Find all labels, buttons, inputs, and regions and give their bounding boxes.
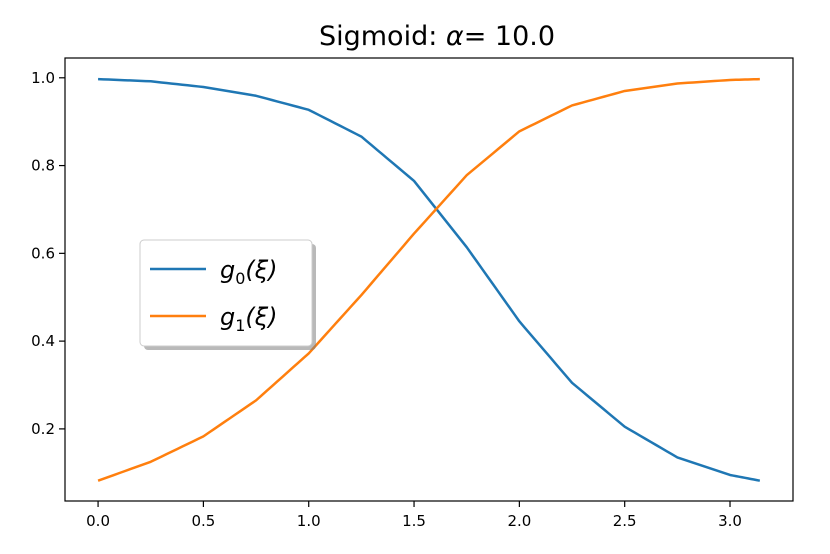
x-tick-label: 2.5 (613, 512, 637, 530)
x-tick-label: 2.0 (507, 512, 531, 530)
legend-label-main: g (220, 256, 235, 284)
legend-label-argument: (ξ) (245, 303, 277, 331)
legend-label-g0: g0(ξ) (220, 256, 278, 288)
chart-title-prefix: Sigmoid: (319, 21, 446, 52)
x-tick-label: 1.5 (402, 512, 426, 530)
series-line-g1 (97, 77, 760, 482)
chart-title: Sigmoid: α= 10.0 (319, 21, 555, 52)
y-tick-label: 0.6 (31, 244, 55, 262)
legend-label-g1: g1(ξ) (220, 303, 278, 335)
series-layer (97, 77, 761, 482)
series-line-g0 (98, 77, 761, 482)
legend-box (139, 239, 313, 347)
axes-frame (64, 57, 794, 502)
legend-label-argument: (ξ) (245, 256, 277, 284)
legend-label-subscript: 0 (235, 269, 245, 288)
legend-label-main: g (220, 303, 235, 331)
y-tick-label: 0.2 (31, 420, 55, 438)
x-tick-label: 0.5 (191, 512, 215, 530)
x-tick-label: 1.0 (297, 512, 321, 530)
y-tick-label: 0.8 (31, 157, 55, 175)
legend-label-subscript: 1 (235, 316, 245, 335)
axes-layer: 0.0 0.5 1.0 1.5 2.0 2.5 3.0 0.2 0.4 0.6 0.8 1.0 (31, 57, 794, 530)
y-tick-label: 0.4 (31, 332, 55, 350)
chart-title-value: = 10.0 (464, 21, 555, 52)
chart-title-symbol: α (446, 21, 464, 52)
legend: g0(ξ)g1(ξ) (139, 239, 316, 350)
y-tick-label: 1.0 (31, 69, 55, 87)
x-tick-label: 3.0 (718, 512, 742, 530)
x-tick-label: 0.0 (86, 512, 110, 530)
